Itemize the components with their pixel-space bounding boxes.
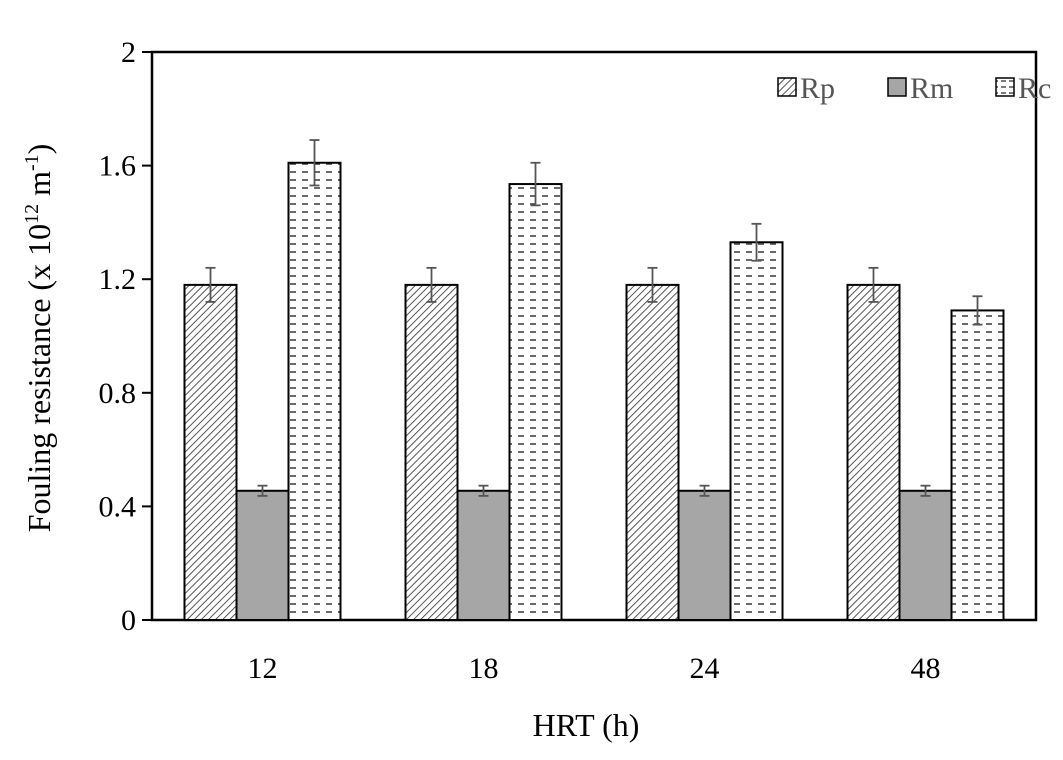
bar-rc-12: [287, 161, 342, 621]
bar-rc-24: [729, 241, 784, 621]
legend-swatch: [887, 77, 907, 97]
legend-swatch: [995, 77, 1015, 97]
error-bar-rp-48: [868, 266, 879, 303]
error-bar-rc-12: [309, 139, 320, 187]
plot-frame: [150, 50, 1038, 622]
bar-rp-18: [404, 283, 459, 621]
error-bar-rm-24: [699, 484, 710, 497]
bar-rc-48: [950, 309, 1005, 621]
y-tick-label: 0: [121, 604, 136, 637]
bar-rp-24: [625, 283, 680, 621]
legend-swatch: [777, 77, 797, 97]
error-bar-rc-48: [972, 295, 983, 326]
bar-rm-24: [677, 489, 732, 621]
y-tick-label: 2: [121, 36, 136, 69]
x-tick-label: 18: [469, 652, 499, 685]
error-bar-rc-18: [530, 161, 541, 207]
y-tick-label: 1.2: [99, 263, 137, 296]
legend-item-rp: Rp: [777, 72, 835, 105]
error-bars: [205, 139, 983, 497]
y-title-sup1: 12: [21, 204, 43, 224]
error-bar-rm-18: [478, 484, 489, 497]
error-bar-rp-12: [205, 266, 216, 303]
y-title-mid: m: [21, 171, 57, 204]
legend-label: Rp: [800, 72, 835, 105]
error-bar-rm-48: [920, 484, 931, 497]
y-axis-title: Fouling resistance (x 1012 m-1): [21, 144, 57, 533]
x-axis-ticks: 12 18 24 48: [248, 652, 941, 685]
y-tick-label: 0.8: [99, 377, 137, 410]
error-bar-rc-24: [751, 222, 762, 262]
legend-label: Rm: [910, 72, 953, 105]
x-tick-label: 48: [911, 652, 941, 685]
bar-rp-12: [183, 283, 238, 621]
x-axis-title: HRT (h): [533, 707, 640, 743]
bar-rm-48: [898, 489, 953, 621]
bar-rm-12: [235, 489, 290, 621]
y-title-sup2: -1: [21, 154, 43, 171]
error-bar-rp-18: [426, 266, 437, 303]
y-title-main: Fouling resistance (x 10: [21, 224, 57, 532]
y-title-end: ): [21, 144, 57, 155]
plot-border: [150, 50, 1038, 622]
legend-item-rm: Rm: [887, 72, 953, 105]
bar-rm-18: [456, 489, 511, 621]
x-tick-label: 12: [248, 652, 278, 685]
y-axis-ticks: 0 0.4 0.8 1.2 1.6 2: [99, 36, 152, 637]
legend-item-rc: Rc: [995, 72, 1051, 105]
legend-label: Rc: [1018, 72, 1051, 105]
bar-rc-18: [508, 183, 563, 621]
bars: [183, 161, 1005, 621]
y-tick-label: 1.6: [99, 150, 137, 183]
legend: Rp Rm Rc: [777, 72, 1051, 105]
x-tick-label: 24: [690, 652, 720, 685]
error-bar-rm-12: [257, 484, 268, 497]
y-tick-label: 0.4: [99, 490, 137, 523]
bar-rp-48: [846, 283, 901, 621]
error-bar-rp-24: [647, 266, 658, 303]
